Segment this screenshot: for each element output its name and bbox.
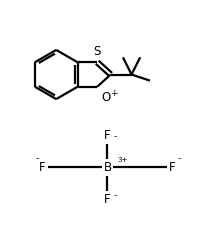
Text: -: - xyxy=(114,132,117,141)
Text: F: F xyxy=(169,161,176,174)
Text: -: - xyxy=(114,191,117,200)
Text: O: O xyxy=(101,91,110,104)
Text: S: S xyxy=(94,44,101,58)
Text: F: F xyxy=(104,129,111,142)
Text: +: + xyxy=(110,89,117,98)
Text: -: - xyxy=(36,154,39,163)
Text: B: B xyxy=(103,161,112,174)
Text: F: F xyxy=(104,193,111,206)
Text: -: - xyxy=(178,154,181,163)
Text: 3+: 3+ xyxy=(117,157,127,163)
Text: F: F xyxy=(39,161,46,174)
